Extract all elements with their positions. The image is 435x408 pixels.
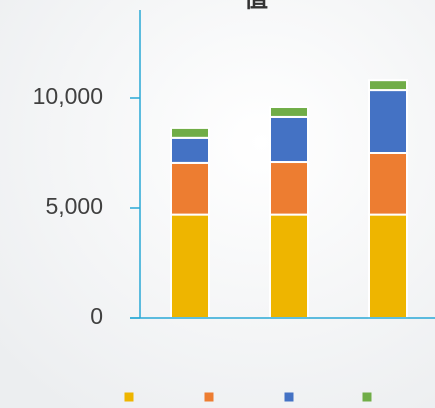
y-tick-label: 5,000 <box>45 193 103 219</box>
bar-segment <box>368 213 408 320</box>
legend-swatch <box>284 392 294 402</box>
bar-segment <box>170 126 210 139</box>
legend-swatch <box>204 392 214 402</box>
legend-swatch <box>124 392 134 402</box>
bar-segment <box>368 89 408 154</box>
bar-segment <box>368 79 408 92</box>
bar-segment <box>170 136 210 164</box>
legend-swatch <box>362 392 372 402</box>
bar-segment <box>269 161 309 216</box>
y-tick-label: 0 <box>90 303 103 329</box>
chart-title: 值 <box>244 0 268 12</box>
bar-segment <box>170 213 210 320</box>
bar-segment <box>368 152 408 216</box>
bar-segment <box>269 106 309 118</box>
bar-segment <box>269 213 309 320</box>
bar-segment <box>170 161 210 216</box>
bar-segment <box>269 115 309 164</box>
y-tick-label: 10,000 <box>33 83 103 109</box>
